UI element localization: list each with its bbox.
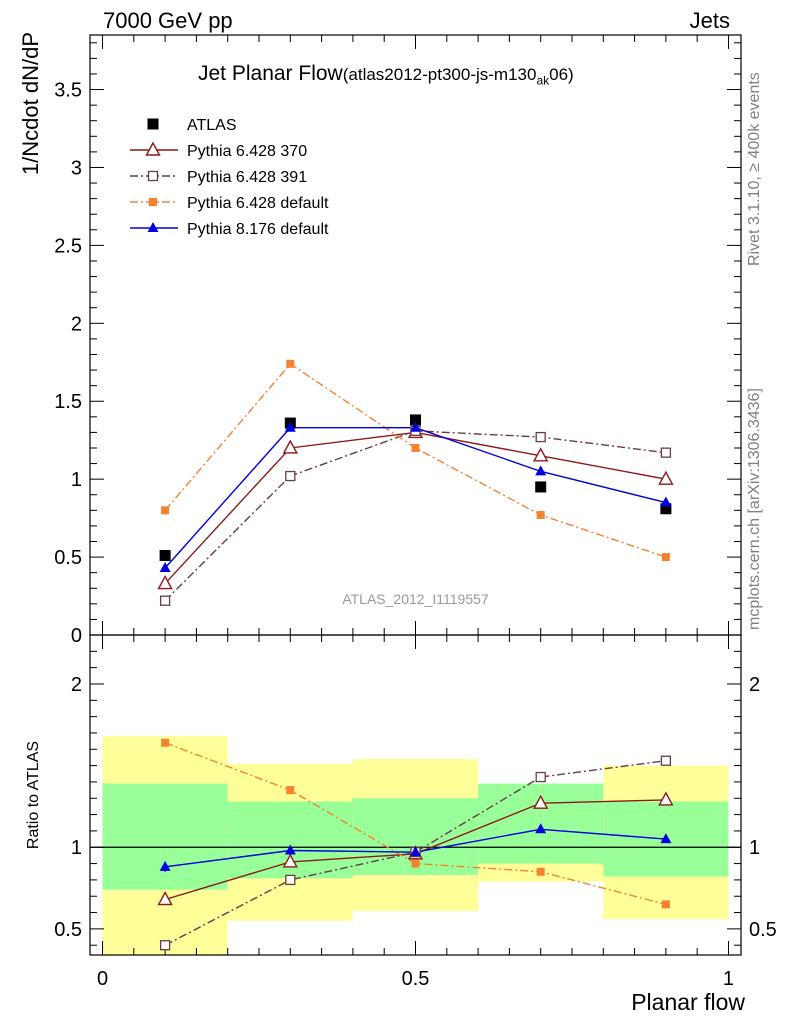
analysis-watermark: ATLAS_2012_I1119557 xyxy=(342,591,489,607)
ratio-point-p391 xyxy=(660,755,672,766)
mcplots-source-label: mcplots.cern.ch [arXiv:1306.3436] xyxy=(746,388,763,630)
legend-marker-p8def xyxy=(147,222,159,232)
legend-marker-p370 xyxy=(145,141,161,156)
data-point-p391 xyxy=(285,470,296,482)
ratio-point-p8def xyxy=(535,823,547,834)
ratio-band-green xyxy=(102,783,228,890)
data-point-p391 xyxy=(159,595,171,606)
data-point-p6def xyxy=(536,511,545,519)
data-point-p6def xyxy=(661,553,670,562)
legend-label-atlas: ATLAS xyxy=(187,117,237,134)
ratio-y-tick-label-left: 0.5 xyxy=(54,919,82,941)
ratio-point-p6def xyxy=(661,900,670,909)
ratio-point-p6def xyxy=(286,786,295,795)
legend-marker-p6def xyxy=(149,198,157,206)
data-point-p8def xyxy=(660,496,672,507)
main-y-tick-label: 3.5 xyxy=(54,80,82,102)
ratio-point-p8def xyxy=(284,844,296,855)
x-tick-label: 0.5 xyxy=(402,968,430,990)
x-tick-label: 1 xyxy=(723,968,734,990)
data-point-atlas xyxy=(159,550,171,562)
ratio-point-p6def xyxy=(536,867,545,876)
data-point-atlas xyxy=(535,481,547,493)
data-point-p391 xyxy=(660,447,672,458)
legend-marker-atlas xyxy=(147,118,159,130)
main-y-tick-label: 2.5 xyxy=(54,235,82,257)
data-point-atlas xyxy=(660,503,672,515)
ratio-point-p391 xyxy=(535,771,546,783)
ratio-point-p391 xyxy=(159,940,171,951)
ratio-point-p370 xyxy=(658,791,674,806)
rivet-version-label: Rivet 3.1.10, ≥ 400k events xyxy=(746,72,763,266)
data-point-p391 xyxy=(535,431,546,443)
data-point-p8def xyxy=(159,561,171,572)
ratio-point-p6def xyxy=(161,738,170,747)
data-point-p8def xyxy=(284,421,296,432)
legend-label-p6def: Pythia 6.428 default xyxy=(187,195,329,212)
x-axis-label: Planar flow xyxy=(631,989,745,1015)
ratio-y-tick-label-right: 1 xyxy=(749,837,760,859)
x-tick-label: 0 xyxy=(97,968,108,990)
ratio-point-p370 xyxy=(533,794,549,809)
ratio-y-tick-label-right: 0.5 xyxy=(749,919,777,941)
data-point-p370 xyxy=(658,470,674,485)
chart-title-sub-subscript: ak xyxy=(536,73,550,88)
chart-title-sub-post: 06) xyxy=(549,65,574,84)
ratio-point-p8def xyxy=(410,846,421,857)
ratio-y-tick-label-left: 1 xyxy=(71,837,82,859)
main-y-tick-label: 0.5 xyxy=(54,547,82,569)
legend-label-p370: Pythia 6.428 370 xyxy=(187,143,307,160)
header-process: Jets xyxy=(689,8,730,33)
series-line-p370 xyxy=(164,431,667,585)
data-point-p370 xyxy=(533,447,549,462)
data-point-p6def xyxy=(411,443,420,452)
legend-label-p8def: Pythia 8.176 default xyxy=(187,221,329,238)
chart-title-sub-pre: (atlas2012-pt300-js-m130 xyxy=(342,65,537,84)
series-line-p6def xyxy=(164,362,667,558)
data-point-p8def xyxy=(410,421,421,432)
chart-title: Jet Planar Flow(atlas2012-pt300-js-m130a… xyxy=(198,62,574,87)
header-energy: 7000 GeV pp xyxy=(103,8,233,33)
main-y-tick-label: 1 xyxy=(71,469,82,491)
legend-label-p391: Pythia 6.428 391 xyxy=(187,169,307,186)
main-y-tick-label: 1.5 xyxy=(54,391,82,413)
chart-title-sub: (atlas2012-pt300-js-m130ak06) xyxy=(342,65,574,88)
ratio-point-p8def xyxy=(159,860,171,871)
data-point-p370 xyxy=(282,439,298,454)
legend-marker-p391 xyxy=(147,170,159,182)
ratio-y-axis-label: Ratio to ATLAS xyxy=(25,741,42,849)
main-y-axis-label: 1/Ncdot dN/dP xyxy=(18,32,43,175)
series-line-p391 xyxy=(164,430,666,602)
data-point-atlas xyxy=(410,414,421,426)
ratio-point-p6def xyxy=(411,859,420,868)
ratio-point-p8def xyxy=(660,833,672,844)
ratio-point-p370 xyxy=(282,853,298,868)
ratio-point-p370 xyxy=(157,891,173,906)
chart-title-main: Jet Planar Flow xyxy=(198,62,343,85)
main-y-tick-label: 3 xyxy=(71,157,82,179)
ratio-y-tick-label-right: 2 xyxy=(749,674,760,696)
main-y-tick-label: 0 xyxy=(71,625,82,647)
data-point-p8def xyxy=(535,465,547,476)
ratio-point-p391 xyxy=(285,874,296,886)
main-y-tick-label: 2 xyxy=(71,313,82,335)
data-point-p6def xyxy=(161,506,170,515)
data-point-p6def xyxy=(286,359,295,368)
data-point-p370 xyxy=(157,575,173,590)
ratio-y-tick-label-left: 2 xyxy=(71,674,82,696)
